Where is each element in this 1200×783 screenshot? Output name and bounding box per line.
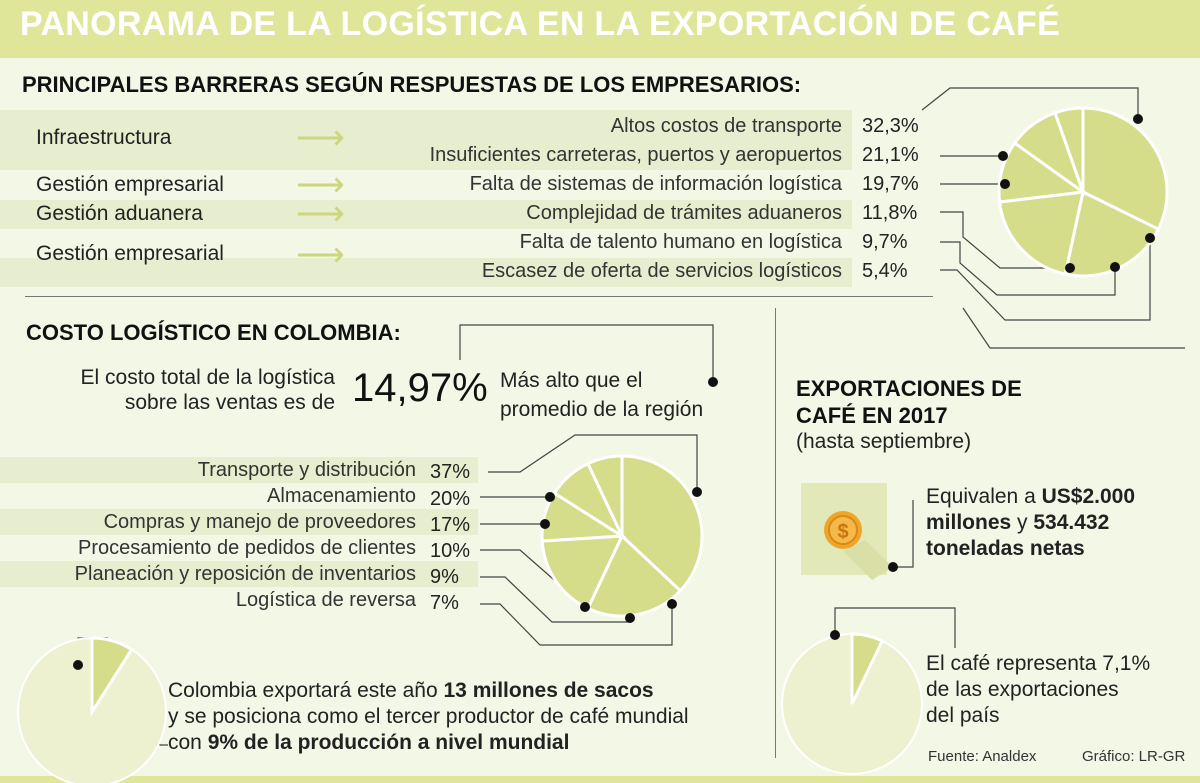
barrier-label: Escasez de oferta de servicios logístico… bbox=[481, 260, 842, 282]
production-line1: Colombia exportará este año 13 millones … bbox=[168, 679, 654, 702]
category-gestion-empresarial: Gestión empresarial bbox=[36, 173, 224, 196]
share-line1: El café representa 7,1% bbox=[926, 652, 1151, 675]
dot bbox=[540, 519, 550, 529]
barrier-value: 21,1% bbox=[862, 144, 919, 166]
dot bbox=[1000, 179, 1010, 189]
barrier-value: 11,8% bbox=[862, 202, 918, 224]
dot bbox=[625, 613, 635, 623]
dot bbox=[998, 151, 1008, 161]
barrier-value: 9,7% bbox=[862, 231, 908, 253]
barrier-label: Falta de talento humano en logística bbox=[519, 231, 842, 253]
svg-text:$: $ bbox=[837, 521, 848, 543]
dot bbox=[708, 377, 718, 387]
stripe bbox=[0, 509, 478, 535]
cost-total-value: 14,97% bbox=[352, 366, 488, 410]
equiv-line3: toneladas netas bbox=[926, 537, 1085, 560]
pie-slice bbox=[90, 636, 134, 718]
dot bbox=[1110, 262, 1120, 272]
cost-value: 17% bbox=[430, 514, 471, 536]
cost-value: 10% bbox=[430, 540, 471, 562]
stripe bbox=[0, 200, 852, 229]
stripe bbox=[0, 561, 478, 587]
cost-text-line2: sobre las ventas es de bbox=[124, 391, 335, 414]
pie-slice bbox=[850, 632, 885, 705]
dot bbox=[888, 562, 898, 572]
dot bbox=[1065, 263, 1075, 273]
pie-slice bbox=[585, 454, 624, 537]
dot bbox=[667, 599, 677, 609]
pie-slice bbox=[1053, 106, 1085, 193]
pie-slice bbox=[1081, 106, 1169, 232]
cost-label: Compras y manejo de proveedores bbox=[103, 511, 416, 533]
arrow-right-icon: ⟶ bbox=[296, 166, 345, 204]
barrier-label: Falta de sistemas de información logísti… bbox=[469, 173, 842, 195]
arrow-right-icon: ⟶ bbox=[296, 236, 345, 274]
barrier-value: 5,4% bbox=[862, 260, 908, 282]
dot bbox=[1145, 233, 1155, 243]
pie-production bbox=[17, 636, 167, 783]
production-line2: y se posiciona como el tercer productor … bbox=[168, 705, 689, 728]
category-gestion-aduanera: Gestión aduanera bbox=[36, 202, 203, 225]
leader-lines-costs bbox=[459, 324, 714, 646]
stripe bbox=[0, 457, 478, 483]
pie-slice bbox=[620, 454, 704, 593]
barrier-label: Complejidad de trámites aduaneros bbox=[526, 202, 842, 224]
barrier-value: 32,3% bbox=[862, 115, 919, 137]
leader-lines-barriers bbox=[921, 87, 1185, 349]
category-gestion-empresarial-2: Gestión empresarial bbox=[36, 242, 224, 265]
production-line3: con 9% de la producción a nivel mundial bbox=[168, 731, 570, 754]
bottom-bar bbox=[0, 776, 1200, 783]
cost-label: Planeación y reposición de inventarios bbox=[74, 563, 416, 585]
cost-label: Almacenamiento bbox=[267, 485, 416, 507]
cost-value: 20% bbox=[430, 488, 471, 510]
equiv-line2: millones y 534.432 bbox=[926, 511, 1110, 534]
barrier-label: Altos costos de transporte bbox=[610, 115, 842, 137]
equiv-line1: Equivalen a US$2.000 bbox=[926, 485, 1135, 508]
pie-exports-share bbox=[781, 632, 923, 775]
cost-value: 37% bbox=[430, 461, 471, 483]
category-infraestructura: Infraestructura bbox=[36, 126, 172, 149]
exports-subheading: (hasta septiembre) bbox=[796, 430, 972, 453]
pie-slice bbox=[585, 533, 683, 618]
divider bbox=[25, 296, 933, 297]
credit-note: Gráfico: LR-GR bbox=[1082, 748, 1186, 765]
dot bbox=[73, 660, 83, 670]
pie-barriers bbox=[997, 106, 1169, 278]
exports-heading-line2: CAFÉ EN 2017 bbox=[796, 403, 948, 428]
pie-costs bbox=[540, 454, 704, 618]
cost-label: Procesamiento de pedidos de clientes bbox=[78, 537, 416, 559]
dot bbox=[545, 492, 555, 502]
barrier-value: 19,7% bbox=[862, 173, 919, 195]
barriers-heading: PRINCIPALES BARRERAS SEGÚN RESPUESTAS DE… bbox=[22, 72, 802, 97]
cost-label: Transporte y distribución bbox=[197, 459, 416, 481]
stripe bbox=[0, 258, 852, 287]
dot bbox=[580, 602, 590, 612]
leader-dots bbox=[73, 114, 1155, 670]
share-line3: del país bbox=[926, 704, 1000, 727]
arrow-right-icon: ⟶ bbox=[296, 119, 345, 157]
exports-heading-line1: EXPORTACIONES DE bbox=[796, 376, 1022, 401]
cost-value: 7% bbox=[430, 592, 459, 614]
barrier-label: Insuficientes carreteras, puertos y aero… bbox=[429, 144, 842, 166]
cost-label: Logística de reversa bbox=[235, 589, 416, 611]
cost-text-line1: El costo total de la logística bbox=[80, 366, 335, 389]
title-bar bbox=[0, 0, 1200, 58]
arrow-right-icon: ⟶ bbox=[296, 195, 345, 233]
dot bbox=[692, 487, 702, 497]
stripe bbox=[0, 110, 852, 170]
pie-slice bbox=[997, 190, 1085, 276]
source-note: Fuente: Analdex bbox=[928, 748, 1037, 765]
cost-value: 9% bbox=[430, 566, 459, 588]
divider bbox=[775, 308, 776, 758]
dot bbox=[830, 630, 840, 640]
page-title: PANORAMA DE LA LOGÍSTICA EN LA EXPORTACI… bbox=[20, 5, 1061, 43]
region-line1: Más alto que el bbox=[500, 369, 643, 392]
dot bbox=[1133, 114, 1143, 124]
share-line2: de las exportaciones bbox=[926, 678, 1119, 701]
region-line2: promedio de la región bbox=[500, 398, 704, 421]
cost-heading: COSTO LOGÍSTICO EN COLOMBIA: bbox=[26, 320, 401, 345]
dollar-coin-icon: $ bbox=[824, 511, 893, 580]
